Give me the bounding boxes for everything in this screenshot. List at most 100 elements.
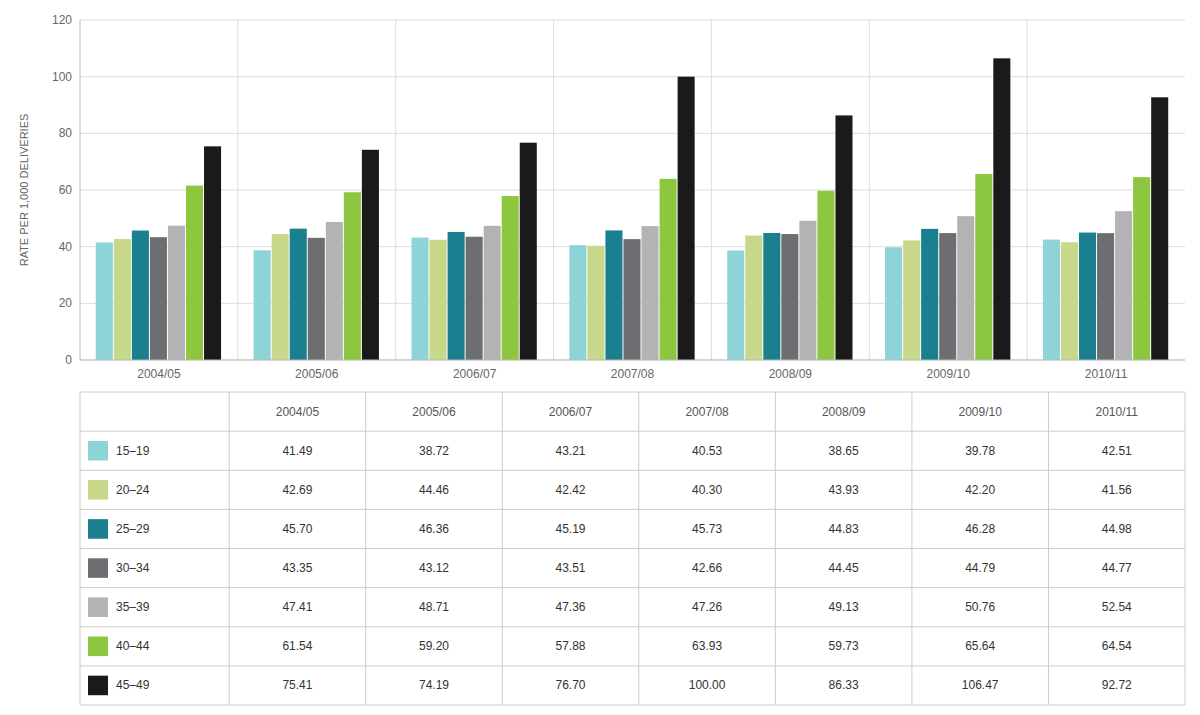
x-tick-label: 2010/11	[1085, 367, 1128, 381]
table-value: 57.88	[556, 639, 586, 653]
table-header: 2004/05	[276, 405, 320, 419]
y-tick-label: 80	[59, 126, 73, 140]
table-value: 43.21	[556, 444, 586, 458]
grid-line	[80, 20, 1185, 21]
bar	[1133, 177, 1150, 360]
table-col-line	[1185, 392, 1186, 705]
bar	[254, 250, 271, 360]
bar	[885, 247, 902, 360]
table-value: 39.78	[965, 444, 995, 458]
table-col-line	[911, 392, 912, 705]
page: {"chart_data": { "type": "bar", "categor…	[0, 0, 1200, 715]
bar-series	[96, 238, 1060, 360]
bar	[272, 234, 289, 360]
bar	[290, 229, 307, 360]
y-axis-line	[80, 20, 81, 360]
table-value: 43.93	[829, 483, 859, 497]
bar	[186, 186, 203, 360]
bar	[817, 191, 834, 360]
table-value: 42.20	[965, 483, 995, 497]
grid-line	[80, 360, 1185, 361]
bar	[114, 239, 131, 360]
bar	[781, 234, 798, 360]
legend-label: 45–49	[116, 678, 150, 692]
bar	[1061, 242, 1078, 360]
bar	[150, 237, 167, 360]
table-value: 42.66	[692, 561, 722, 575]
table-value: 42.42	[556, 483, 586, 497]
table-value: 44.45	[829, 561, 859, 575]
table-value: 38.72	[419, 444, 449, 458]
table-value: 86.33	[829, 678, 859, 692]
table-value: 50.76	[965, 600, 995, 614]
bar	[96, 242, 113, 360]
table-value: 46.36	[419, 522, 449, 536]
group-dividers	[238, 20, 1027, 360]
x-tick-label: 2006/07	[453, 367, 497, 381]
bar	[326, 222, 343, 360]
bar	[168, 226, 185, 360]
table-header: 2010/11	[1095, 405, 1138, 419]
bar	[344, 192, 361, 360]
grid-line	[80, 76, 1185, 77]
table-value: 42.51	[1102, 444, 1132, 458]
legend-swatch	[88, 441, 108, 461]
table-row-line	[80, 548, 1185, 549]
legend-swatch	[88, 480, 108, 500]
x-tick-label: 2004/05	[137, 367, 181, 381]
table-row-line	[80, 509, 1185, 510]
bar	[466, 237, 483, 360]
group-divider	[711, 20, 712, 360]
legend-label: 40–44	[116, 639, 150, 653]
bar	[412, 238, 429, 360]
bar	[1115, 211, 1132, 360]
bars	[96, 58, 1168, 360]
x-ticks: 2004/052005/062006/072007/082008/092009/…	[137, 367, 1127, 381]
bar	[678, 77, 695, 360]
table-value: 75.41	[282, 678, 312, 692]
table-value: 38.65	[829, 444, 859, 458]
group-divider	[1027, 20, 1028, 360]
table-col-line	[365, 392, 366, 705]
legend-swatch	[88, 676, 108, 696]
y-ticks: 020406080100120	[52, 13, 72, 367]
y-tick-label: 0	[65, 353, 72, 367]
bar	[727, 250, 744, 360]
table-col-line	[638, 392, 639, 705]
table-value: 65.64	[965, 639, 995, 653]
table-col-line	[1048, 392, 1049, 705]
table-value: 76.70	[556, 678, 586, 692]
table-value: 45.19	[556, 522, 586, 536]
y-tick-label: 100	[52, 70, 72, 84]
bar	[430, 240, 447, 360]
table-value: 41.56	[1102, 483, 1132, 497]
grid-line	[80, 133, 1185, 134]
y-tick-label: 120	[52, 13, 72, 27]
bar	[975, 174, 992, 360]
table-value: 48.71	[419, 600, 449, 614]
table-row-line	[80, 470, 1185, 471]
bar	[605, 230, 622, 360]
table-value: 44.79	[965, 561, 995, 575]
table-value: 44.83	[829, 522, 859, 536]
y-tick-label: 20	[59, 296, 73, 310]
y-tick-label: 60	[59, 183, 73, 197]
bar	[957, 216, 974, 360]
table-value: 43.12	[419, 561, 449, 575]
y-axis-label: RATE PER 1,000 DELIVERIES	[18, 114, 30, 267]
bar	[448, 232, 465, 360]
table-header: 2007/08	[685, 405, 729, 419]
x-tick-label: 2007/08	[611, 367, 655, 381]
table-value: 43.35	[282, 561, 312, 575]
table-value: 44.46	[419, 483, 449, 497]
bar	[642, 226, 659, 360]
table-value: 100.00	[689, 678, 726, 692]
bar-series	[132, 229, 1096, 360]
bar	[660, 179, 677, 360]
table-col-line	[80, 392, 81, 705]
bar	[1079, 233, 1096, 360]
table-col-line	[502, 392, 503, 705]
bar	[587, 246, 604, 360]
bar	[1151, 97, 1168, 360]
legend-swatch	[88, 637, 108, 657]
